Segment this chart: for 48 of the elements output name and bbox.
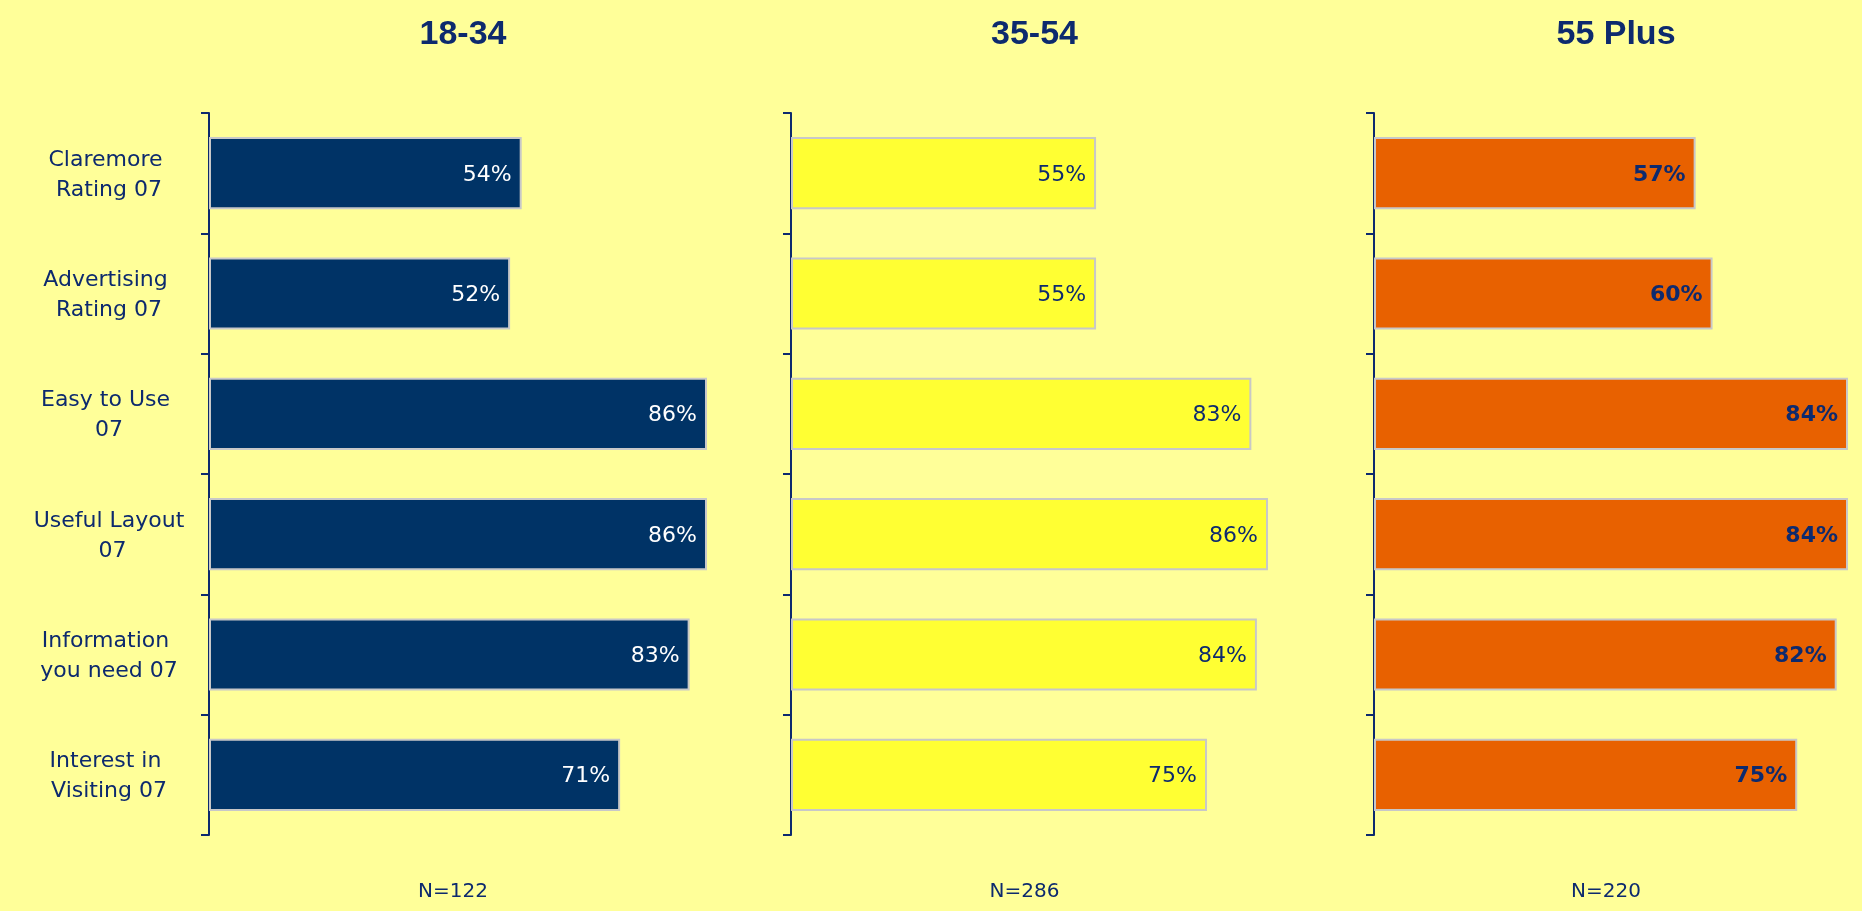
y-tick-label: Claremore Rating 07 (48, 145, 170, 201)
data-label: 83% (630, 642, 680, 667)
bar (791, 618, 1257, 691)
text: N=220 (1571, 878, 1641, 902)
data-label: 86% (648, 401, 697, 427)
bar (209, 618, 690, 691)
data-label: 60% (1649, 281, 1703, 306)
bar (1374, 498, 1848, 571)
bar (791, 498, 1268, 571)
bar (1374, 257, 1713, 330)
y-tick-label: Easy to Use 07 (40, 386, 178, 442)
data-label: 86% (1209, 521, 1258, 547)
bar (791, 377, 1252, 450)
bar (209, 257, 511, 330)
text: N=286 (989, 878, 1060, 902)
bar (1374, 377, 1848, 450)
bar (1374, 618, 1837, 691)
data-label: 55% (1037, 160, 1087, 186)
data-label: 86% (648, 521, 697, 547)
data-label: 75% (1148, 762, 1197, 788)
chart-title: 35-54 (991, 13, 1079, 51)
bar (791, 137, 1097, 210)
y-tick-label: Advertising Rating 07 (43, 266, 175, 321)
text: N=122 (418, 878, 488, 902)
data-label: 84% (1785, 401, 1838, 427)
chart-title: 18-34 (419, 13, 507, 51)
y-tick-label: Useful Layout 07 (33, 506, 185, 562)
bar (1374, 738, 1798, 811)
data-label: 84% (1198, 642, 1247, 667)
data-label: 52% (451, 281, 501, 306)
bar (209, 377, 707, 450)
y-tick-label: Interest in Visiting 07 (49, 747, 169, 803)
data-label: 55% (1037, 281, 1087, 306)
data-label: 82% (1774, 642, 1827, 667)
bar (791, 738, 1207, 811)
data-label: 54% (462, 160, 512, 186)
data-label: 75% (1734, 762, 1788, 788)
bar (209, 137, 522, 210)
data-label: 71% (561, 762, 611, 788)
y-tick-label: Information you need 07 (40, 627, 178, 682)
bar (209, 738, 621, 811)
data-label: 57% (1632, 160, 1686, 186)
data-label: 83% (1192, 401, 1242, 427)
data-label: 84% (1785, 521, 1838, 547)
chart-title: 55 Plus (1556, 13, 1676, 51)
bar (1374, 137, 1696, 210)
bar (209, 498, 707, 571)
bar (791, 257, 1097, 330)
